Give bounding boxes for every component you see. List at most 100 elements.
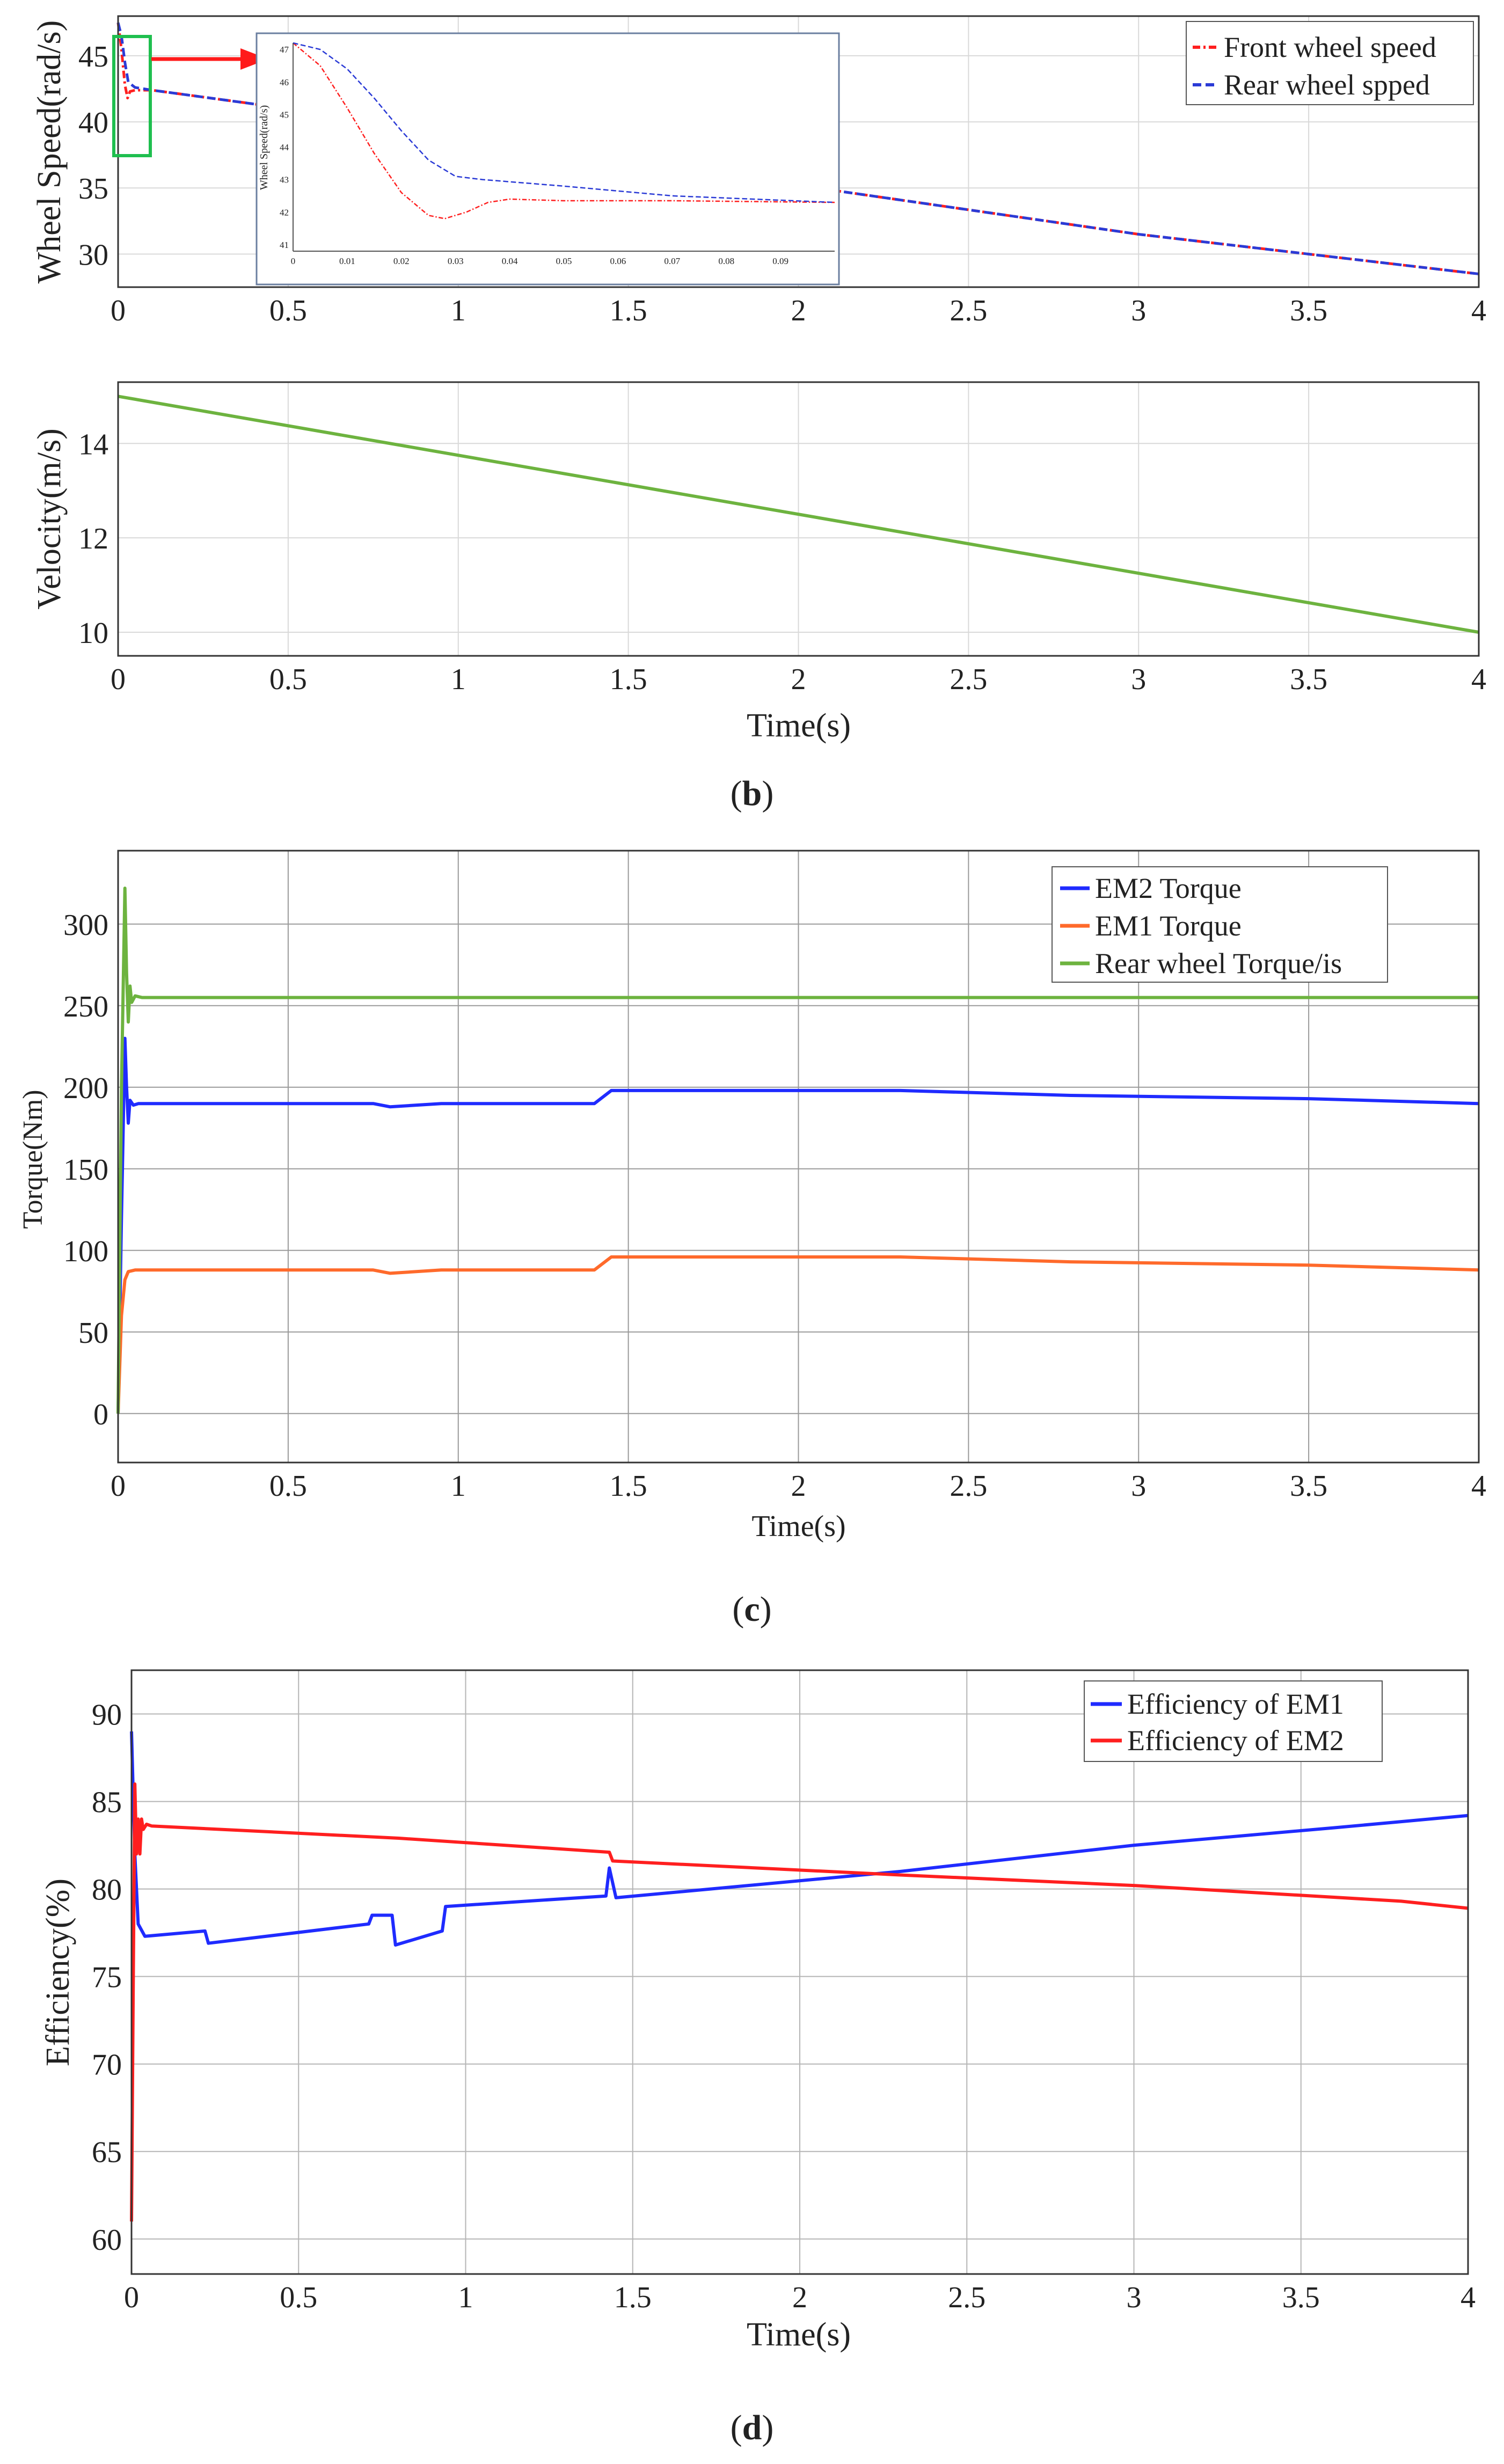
- x-tick-label: 0.5: [269, 294, 307, 327]
- y-tick-label: 47: [280, 45, 289, 55]
- x-tick-label: 1: [451, 663, 466, 696]
- y-tick-label: 40: [78, 106, 108, 140]
- x-tick-label: 4: [1461, 2281, 1476, 2314]
- x-tick-label: 1: [451, 294, 466, 327]
- y-tick-label: 85: [92, 1786, 122, 1819]
- inset-series-lines: [293, 42, 835, 220]
- y-axis-label: Velocity(m/s): [31, 428, 68, 610]
- plot-frame: [117, 381, 1480, 657]
- legend-label-em1: EM1 Torque: [1095, 910, 1242, 942]
- x-tick-label: 4: [1471, 1469, 1486, 1503]
- legend-label-em2: EM2 Torque: [1095, 872, 1242, 904]
- series-line-efficiency-of-em1: [130, 1731, 1469, 1947]
- legend: EM2 Torque EM1 Torque Rear wheel Torque/…: [1052, 866, 1388, 983]
- zoom-highlight-box: [112, 35, 152, 157]
- x-tick-label: 0: [124, 2281, 139, 2314]
- x-tick-label: 2: [791, 1469, 806, 1503]
- y-tick-label: 50: [78, 1317, 108, 1350]
- y-tick-label: 200: [63, 1072, 108, 1105]
- x-tick-label: 0.5: [280, 2281, 317, 2314]
- x-tick-label: 1: [451, 1469, 466, 1503]
- series-line-em1-torque: [116, 1255, 1479, 1414]
- plot-frame: [117, 850, 1480, 1464]
- torque-chart: 0 0.5 1 1.5 2 2.5 3 3.5 4 0 50 100 150 200 250 300 Tor…: [18, 850, 1486, 1543]
- x-tick-label: 3: [1131, 1469, 1146, 1503]
- legend-label-front: Front wheel speed: [1224, 31, 1436, 63]
- zoom-arrow-head: [240, 48, 268, 70]
- efficiency-chart: 0 0.5 1 1.5 2 2.5 3 3.5 4 60 65 70 75 80 85 90 Efficie…: [40, 1669, 1476, 2353]
- plot-frame: [130, 1669, 1469, 2275]
- series-line-front-wheel-speed: [293, 42, 835, 220]
- x-tick-label: 2.5: [950, 663, 987, 696]
- y-tick-labels: 30 35 40 45: [78, 40, 108, 272]
- inset-y-tick-labels: 41 42 43 44 45 46 47: [280, 45, 289, 250]
- y-tick-labels: 60 65 70 75 80 85 90: [92, 1699, 122, 2257]
- x-tick-label: 0.5: [269, 663, 307, 696]
- legend-label-eff-em2: Efficiency of EM2: [1127, 1724, 1344, 1757]
- y-tick-label: 45: [280, 109, 289, 120]
- y-tick-label: 70: [92, 2049, 122, 2082]
- series-line-rear-wheel-spped: [293, 42, 835, 203]
- x-tick-label: 1.5: [610, 1469, 647, 1503]
- x-tick-labels: 0 0.5 1 1.5 2 2.5 3 3.5 4: [124, 2281, 1476, 2314]
- x-tick-label: 0: [111, 663, 126, 696]
- x-tick-label: 0: [291, 256, 296, 266]
- y-tick-label: 100: [63, 1235, 108, 1268]
- x-tick-label: 0.01: [339, 256, 355, 266]
- caption-c: (c): [732, 1590, 771, 1629]
- x-axis-label: Time(s): [751, 1510, 845, 1543]
- y-tick-label: 44: [280, 142, 289, 152]
- x-tick-label: 0.05: [556, 256, 572, 266]
- series-lines: [118, 394, 1479, 634]
- series-line-em2-torque: [116, 1036, 1479, 1414]
- zoom-inset: 0 0.01 0.02 0.03 0.04 0.05 0.06 0.07 0.08 0.09 41…: [255, 32, 840, 286]
- y-tick-label: 45: [78, 40, 108, 74]
- wheel-speed-chart: 0 0.5 1 1.5 2 2.5 3 3.5 4 30 35 40 45 Wheel Speed(r…: [31, 15, 1486, 327]
- x-tick-label: 2.5: [950, 1469, 987, 1503]
- legend: Front wheel speed Rear wheel spped: [1186, 21, 1474, 105]
- x-tick-label: 0.04: [502, 256, 518, 266]
- x-tick-label: 2: [792, 2281, 807, 2314]
- y-tick-label: 41: [280, 240, 289, 250]
- series-lines: [116, 886, 1479, 1414]
- x-tick-label: 3.5: [1290, 1469, 1327, 1503]
- caption-b: (b): [731, 774, 774, 813]
- series-line-rear-wheel-spped: [116, 22, 1479, 275]
- inset-frame: [255, 32, 840, 286]
- x-tick-labels: 0 0.5 1 1.5 2 2.5 3 3.5 4: [111, 663, 1486, 696]
- x-tick-label: 0: [111, 1469, 126, 1503]
- x-tick-label: 1.5: [610, 663, 647, 696]
- x-tick-labels: 0 0.5 1 1.5 2 2.5 3 3.5 4: [111, 294, 1486, 327]
- grid: [118, 382, 1479, 656]
- x-tick-label: 0.07: [664, 256, 680, 266]
- legend: Efficiency of EM1 Efficiency of EM2: [1084, 1680, 1383, 1762]
- x-tick-label: 1.5: [610, 294, 647, 327]
- y-tick-label: 30: [78, 238, 108, 272]
- y-tick-label: 43: [280, 175, 289, 185]
- x-tick-label: 0.02: [393, 256, 410, 266]
- x-tick-label: 3: [1127, 2281, 1142, 2314]
- series-line-efficiency-of-em2: [130, 1782, 1469, 2222]
- y-tick-label: 250: [63, 990, 108, 1023]
- x-tick-labels: 0 0.5 1 1.5 2 2.5 3 3.5 4: [111, 1469, 1486, 1503]
- y-tick-label: 46: [280, 77, 289, 87]
- y-tick-label: 65: [92, 2136, 122, 2169]
- legend-label-eff-em1: Efficiency of EM1: [1127, 1688, 1344, 1720]
- series-lines: [130, 1731, 1469, 2222]
- y-tick-label: 35: [78, 172, 108, 206]
- plot-frame: [117, 15, 1480, 288]
- x-tick-label: 3.5: [1290, 663, 1327, 696]
- x-tick-label: 0.03: [448, 256, 464, 266]
- x-tick-label: 2: [791, 663, 806, 696]
- y-tick-label: 150: [63, 1153, 108, 1187]
- x-tick-label: 0: [111, 294, 126, 327]
- inset-y-axis-label: Wheel Speed(rad/s): [258, 105, 270, 190]
- y-tick-label: 10: [78, 617, 108, 650]
- x-tick-label: 0.08: [718, 256, 734, 266]
- caption-d: (d): [731, 2408, 774, 2447]
- y-tick-label: 42: [280, 207, 289, 217]
- y-tick-label: 12: [78, 522, 108, 555]
- y-tick-label: 80: [92, 1874, 122, 1907]
- x-tick-label: 1.5: [614, 2281, 652, 2314]
- x-tick-label: 3: [1131, 294, 1146, 327]
